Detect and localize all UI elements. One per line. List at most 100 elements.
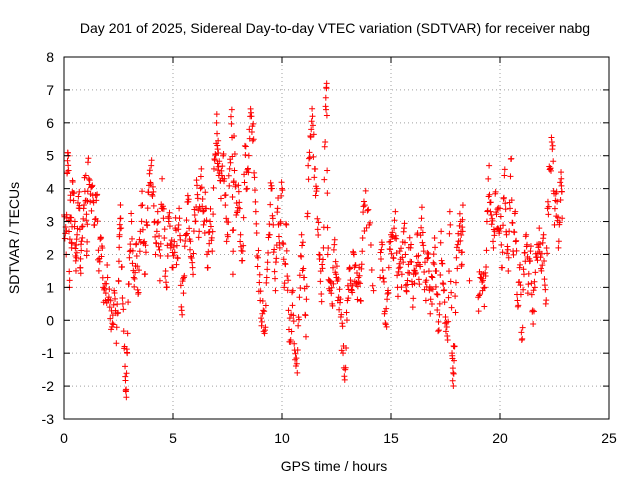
data-point: [150, 193, 156, 199]
data-point: [244, 186, 250, 192]
data-point: [165, 214, 171, 220]
y-tick-label: 2: [46, 246, 54, 262]
data-point: [91, 222, 97, 228]
data-point: [558, 169, 564, 175]
data-point: [321, 177, 327, 183]
data-point: [303, 296, 309, 302]
data-point: [333, 259, 339, 265]
data-point: [530, 321, 536, 327]
data-point: [446, 231, 452, 237]
data-point: [559, 189, 565, 195]
data-point: [214, 120, 220, 126]
data-point: [532, 284, 538, 290]
data-point: [139, 218, 145, 224]
data-point: [303, 312, 309, 318]
data-point: [435, 328, 441, 334]
data-point: [406, 270, 412, 276]
data-point: [80, 216, 86, 222]
data-point: [202, 230, 208, 236]
data-point: [252, 174, 258, 180]
data-point: [447, 209, 453, 215]
data-point: [354, 296, 360, 302]
data-point: [513, 238, 519, 244]
x-tick-label: 15: [383, 430, 399, 446]
data-point: [163, 268, 169, 274]
data-point: [124, 370, 130, 376]
data-point: [151, 203, 157, 209]
data-point: [144, 222, 150, 228]
data-point: [122, 377, 128, 383]
data-point: [429, 301, 435, 307]
data-point: [525, 290, 531, 296]
data-point: [449, 305, 455, 311]
data-point: [84, 239, 90, 245]
data-point: [178, 304, 184, 310]
data-point: [434, 291, 440, 297]
data-point: [298, 254, 304, 260]
data-point: [359, 248, 365, 254]
data-point: [438, 228, 444, 234]
data-point: [85, 188, 91, 194]
data-point: [550, 143, 556, 149]
data-point: [536, 225, 542, 231]
data-point: [212, 157, 218, 163]
chart-title: Day 201 of 2025, Sidereal Day-to-day VTE…: [80, 20, 590, 36]
data-point: [488, 199, 494, 205]
data-point: [402, 220, 408, 226]
data-point: [137, 248, 143, 254]
data-point: [114, 301, 120, 307]
data-point: [139, 188, 145, 194]
data-point: [142, 271, 148, 277]
data-point: [196, 234, 202, 240]
data-point: [242, 143, 248, 149]
data-point: [242, 180, 248, 186]
data-point: [195, 195, 201, 201]
data-point: [432, 244, 438, 250]
data-point: [310, 113, 316, 119]
data-point: [510, 220, 516, 226]
data-point: [255, 248, 261, 254]
data-point: [123, 394, 129, 400]
data-point: [347, 265, 353, 271]
data-point: [346, 266, 352, 272]
data-point: [190, 271, 196, 277]
data-point: [264, 266, 270, 272]
data-point: [369, 267, 375, 273]
data-point: [189, 260, 195, 266]
data-point: [476, 308, 482, 314]
data-point: [273, 255, 279, 261]
data-point: [431, 251, 437, 257]
data-point: [543, 297, 549, 303]
data-point: [239, 257, 245, 263]
data-point: [118, 225, 124, 231]
data-point: [129, 236, 135, 242]
data-point: [299, 232, 305, 238]
data-point: [162, 226, 168, 232]
x-tick-label: 20: [492, 430, 508, 446]
data-point: [177, 237, 183, 243]
data-point: [256, 280, 262, 286]
data-point: [228, 121, 234, 127]
data-point: [126, 255, 132, 261]
data-point: [128, 210, 134, 216]
data-point: [305, 163, 311, 169]
data-point: [508, 156, 514, 162]
data-point: [83, 211, 89, 217]
data-point: [428, 296, 434, 302]
data-point: [312, 166, 318, 172]
data-point: [447, 222, 453, 228]
data-point: [391, 217, 397, 223]
data-point: [344, 309, 350, 315]
data-point: [285, 277, 291, 283]
data-point: [351, 250, 357, 256]
data-point: [416, 276, 422, 282]
data-point: [84, 253, 90, 259]
data-point: [370, 283, 376, 289]
data-point: [438, 240, 444, 246]
data-point: [448, 290, 454, 296]
data-point: [289, 302, 295, 308]
data-point: [228, 114, 234, 120]
data-point: [276, 233, 282, 239]
y-tick-labels: -3 -2 -1 0 1 2 3 4 5 6 7 8: [42, 49, 55, 427]
data-point: [549, 139, 555, 145]
